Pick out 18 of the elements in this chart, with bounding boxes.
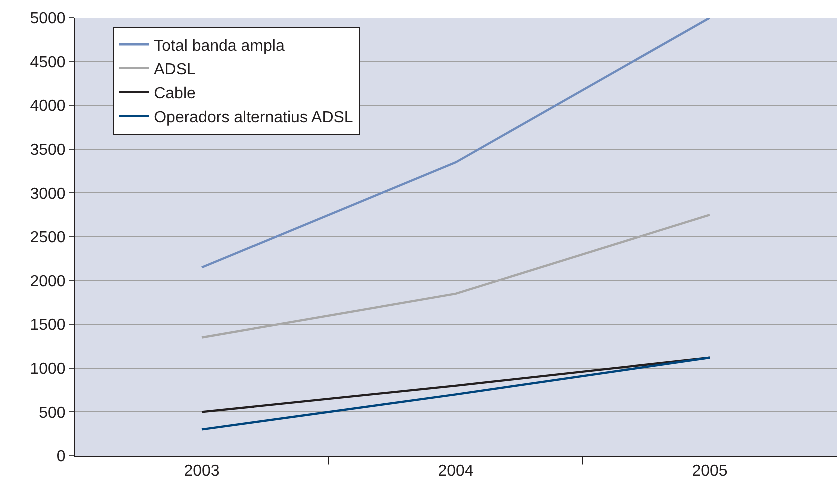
y-tick-label: 4500	[30, 54, 66, 72]
y-tick-label: 0	[56, 448, 66, 466]
legend-label: Operadors alternatius ADSL	[154, 109, 354, 126]
y-tick-label: 1500	[30, 317, 66, 334]
y-tick-label: 5000	[30, 10, 66, 28]
y-tick-label: 3000	[30, 186, 66, 203]
y-tick-label: 2500	[30, 230, 66, 247]
y-tick-label: 500	[39, 404, 66, 422]
x-tick-label: 2005	[692, 463, 728, 480]
y-tick-label: 1000	[30, 361, 66, 378]
legend-label: Cable	[154, 86, 196, 102]
x-tick-label: 2004	[438, 463, 474, 480]
legend-label: ADSL	[154, 62, 196, 79]
y-tick-label: 2000	[30, 273, 66, 290]
legend-label: Total banda ampla	[154, 38, 285, 55]
x-tick-label: 2003	[184, 463, 220, 480]
y-tick-label: 4000	[30, 98, 66, 116]
y-tick-label: 3500	[30, 142, 66, 159]
